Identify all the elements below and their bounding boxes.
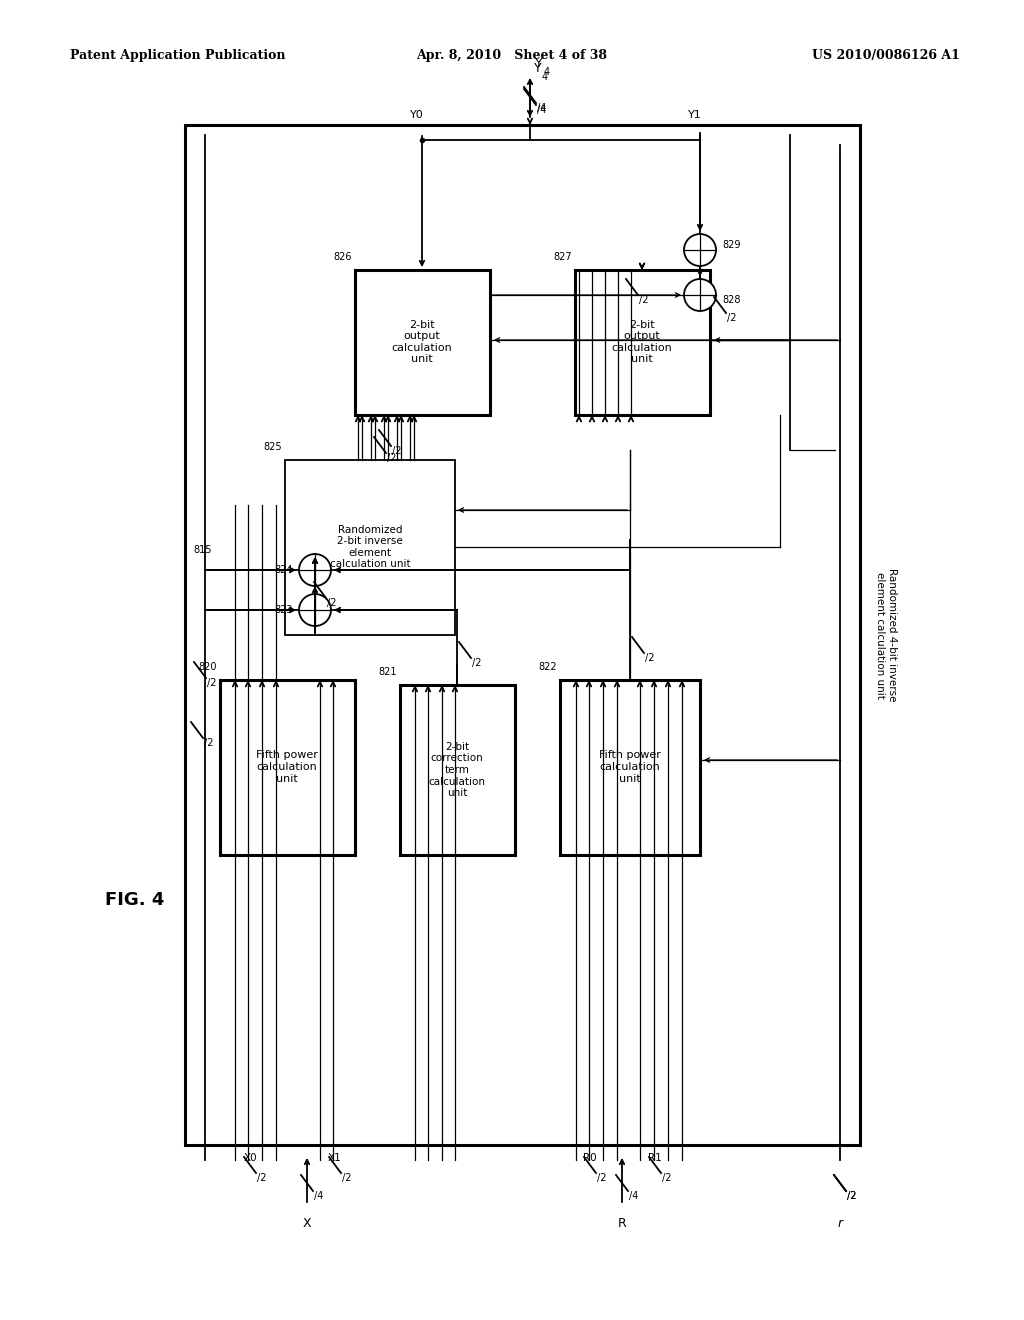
- Bar: [400, 685, 515, 855]
- Bar: [185, 125, 860, 1144]
- Text: 823: 823: [274, 605, 293, 615]
- Text: /2: /2: [662, 1173, 672, 1183]
- Text: /4: /4: [314, 1191, 324, 1201]
- Text: Apr. 8, 2010   Sheet 4 of 38: Apr. 8, 2010 Sheet 4 of 38: [417, 49, 607, 62]
- Text: /2: /2: [639, 294, 648, 305]
- Text: /2: /2: [392, 446, 401, 455]
- Text: 828: 828: [722, 294, 740, 305]
- Text: 815: 815: [193, 545, 212, 554]
- Text: 825: 825: [263, 442, 282, 451]
- Text: /2: /2: [204, 738, 213, 748]
- Text: /2: /2: [387, 453, 396, 463]
- Text: /2: /2: [257, 1173, 266, 1183]
- Text: R: R: [617, 1217, 627, 1230]
- Bar: [575, 271, 710, 414]
- Text: 2-bit
output
calculation
unit: 2-bit output calculation unit: [611, 319, 673, 364]
- Text: /4: /4: [629, 1191, 638, 1201]
- Text: /2: /2: [727, 313, 736, 323]
- Text: 822: 822: [539, 663, 557, 672]
- Text: Patent Application Publication: Patent Application Publication: [70, 49, 286, 62]
- Text: /2: /2: [645, 653, 654, 663]
- Text: R1: R1: [648, 1152, 662, 1163]
- Text: X1: X1: [328, 1152, 342, 1163]
- Text: Y1: Y1: [688, 110, 701, 120]
- Text: /2: /2: [472, 657, 481, 668]
- Text: 829: 829: [722, 240, 740, 249]
- Text: Randomized 4-bit inverse
element calculation unit: Randomized 4-bit inverse element calcula…: [874, 568, 897, 702]
- Text: /4: /4: [537, 103, 547, 114]
- Bar: [560, 680, 700, 855]
- Text: /2: /2: [597, 1173, 606, 1183]
- Circle shape: [299, 594, 331, 626]
- Text: 824: 824: [274, 565, 293, 576]
- Text: 2-bit
correction
term
calculation
unit: 2-bit correction term calculation unit: [428, 742, 485, 799]
- Text: Randomized
2-bit inverse
element
calculation unit: Randomized 2-bit inverse element calcula…: [330, 524, 411, 569]
- Text: Fifth power
calculation
unit: Fifth power calculation unit: [256, 750, 317, 784]
- Bar: [220, 680, 355, 855]
- Text: 826: 826: [334, 252, 352, 261]
- Text: FIG. 4: FIG. 4: [105, 891, 165, 909]
- Text: /2: /2: [207, 678, 216, 688]
- Text: Y: Y: [534, 62, 542, 75]
- Text: 827: 827: [553, 252, 572, 261]
- Text: R0: R0: [584, 1152, 597, 1163]
- Text: /2: /2: [327, 598, 337, 609]
- Text: 4: 4: [544, 67, 550, 77]
- Text: Fifth power
calculation
unit: Fifth power calculation unit: [599, 750, 660, 784]
- Text: 2-bit
output
calculation
unit: 2-bit output calculation unit: [391, 319, 453, 364]
- Text: /4: /4: [537, 106, 547, 115]
- Text: US 2010/0086126 A1: US 2010/0086126 A1: [812, 49, 961, 62]
- Text: r: r: [838, 1217, 843, 1230]
- Text: 821: 821: [379, 667, 397, 677]
- Text: 4: 4: [542, 73, 548, 82]
- Bar: [355, 271, 490, 414]
- Text: /2: /2: [847, 1191, 856, 1201]
- Text: /2: /2: [847, 1191, 856, 1201]
- Text: X0: X0: [243, 1152, 257, 1163]
- Circle shape: [684, 279, 716, 312]
- Circle shape: [299, 554, 331, 586]
- Text: Y: Y: [535, 57, 543, 70]
- Text: /2: /2: [342, 1173, 351, 1183]
- Bar: [285, 459, 455, 635]
- Text: 820: 820: [199, 663, 217, 672]
- Text: X: X: [303, 1217, 311, 1230]
- Circle shape: [684, 234, 716, 267]
- Text: Y0: Y0: [411, 110, 424, 120]
